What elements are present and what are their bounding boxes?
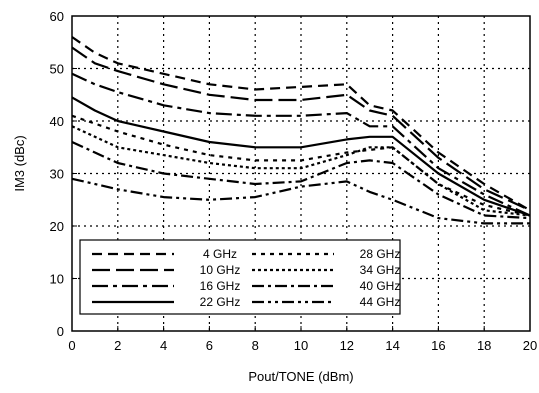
legend-label: 34 GHz	[360, 263, 401, 277]
series-line-34-ghz	[71, 125, 531, 217]
x-tick-label: 18	[477, 338, 491, 353]
series-line-40-ghz	[71, 141, 531, 220]
legend-label: 4 GHz	[203, 247, 237, 261]
y-tick-label: 0	[57, 324, 64, 339]
y-tick-label: 50	[50, 62, 64, 77]
y-tick-label: 30	[50, 167, 64, 182]
legend-label: 28 GHz	[360, 247, 401, 261]
series-line-28-ghz	[71, 114, 531, 217]
series-line-4-ghz	[71, 36, 531, 212]
series-line-16-ghz	[71, 72, 531, 217]
x-tick-label: 12	[340, 338, 354, 353]
x-tick-label: 4	[160, 338, 167, 353]
legend-label: 16 GHz	[200, 279, 241, 293]
y-tick-label: 60	[50, 9, 64, 24]
legend-label: 10 GHz	[200, 263, 241, 277]
legend-label: 40 GHz	[360, 279, 401, 293]
x-tick-label: 6	[206, 338, 213, 353]
legend: 4 GHz 10 GHz 16 GHz 22 GHz 28 GHz 34 GHz 40 GH…	[79, 239, 401, 315]
series-line-44-ghz	[71, 177, 530, 225]
x-tick-label: 8	[252, 338, 259, 353]
y-axis-ticks: 0 10 20 30 40 50 60	[50, 9, 77, 339]
plot-area	[71, 36, 531, 225]
x-tick-label: 10	[294, 338, 308, 353]
x-tick-label: 20	[523, 338, 537, 353]
x-axis-ticks: 0 2 4 6 8 10 12 14 16 18 20	[68, 326, 537, 353]
legend-label: 44 GHz	[360, 295, 401, 309]
y-axis-label: IM3 (dBc)	[12, 135, 27, 191]
x-tick-label: 16	[431, 338, 445, 353]
x-tick-label: 0	[68, 338, 75, 353]
y-tick-label: 40	[50, 114, 64, 129]
series-line-10-ghz	[71, 46, 531, 212]
y-tick-label: 20	[50, 219, 64, 234]
legend-label: 22 GHz	[200, 295, 241, 309]
x-axis-label: Pout/TONE (dBm)	[248, 369, 353, 384]
x-tick-label: 2	[114, 338, 121, 353]
y-tick-label: 10	[50, 272, 64, 287]
series-line-22-ghz	[71, 96, 531, 217]
x-tick-label: 14	[385, 338, 399, 353]
